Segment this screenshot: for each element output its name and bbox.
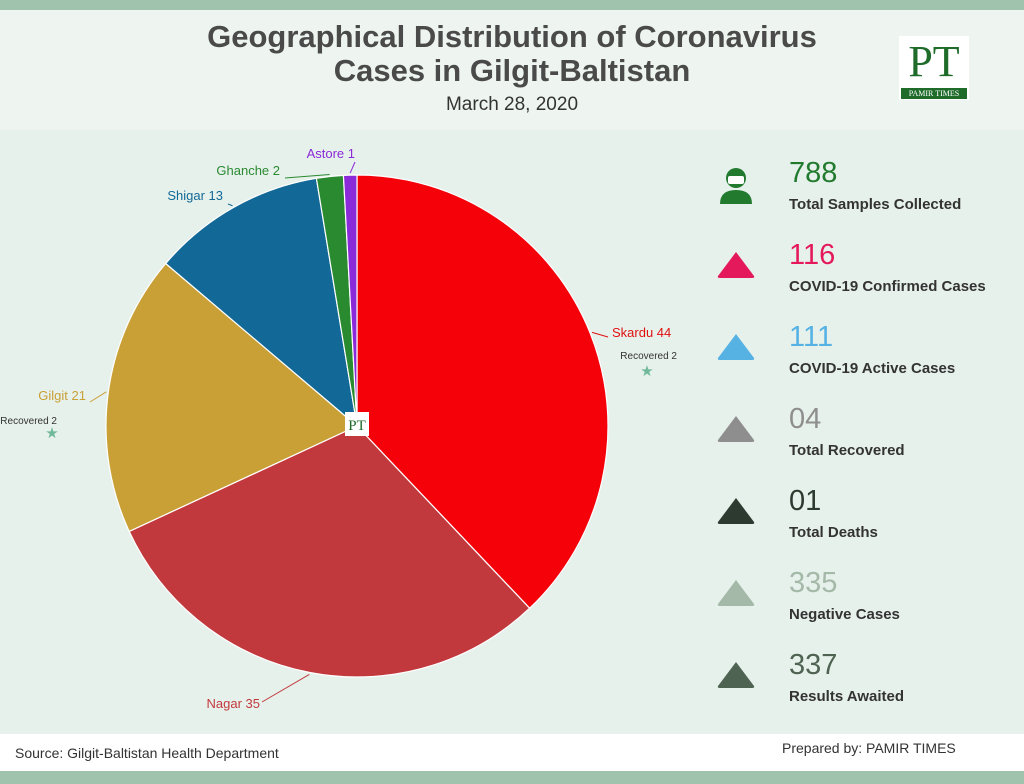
title-line-2: Cases in Gilgit-Baltistan	[333, 53, 691, 88]
stat-value: 04	[789, 403, 822, 435]
triangle-icon	[717, 252, 755, 278]
leader-line	[89, 391, 107, 403]
title-line-1: Geographical Distribution of Coronavirus	[207, 19, 817, 54]
stat-label: Negative Cases	[789, 606, 900, 623]
logo-brand: PAMIR TIMES	[901, 88, 967, 99]
star-icon: ★	[45, 424, 58, 442]
slice-label: Nagar 35	[207, 696, 260, 711]
triangle-icon	[717, 498, 755, 524]
stat-value: 111	[789, 321, 834, 353]
pie-slice-gilgit	[105, 262, 359, 533]
stat-item: 788 Total Samples Collected	[700, 156, 1020, 234]
stat-item: 337 Results Awaited	[700, 648, 1020, 726]
recovered-note: Recovered 2	[620, 351, 677, 362]
stat-value: 116	[789, 239, 836, 271]
recovered-note: Recovered 2	[0, 416, 57, 427]
prepared-by: Prepared by: PAMIR TIMES	[782, 740, 956, 756]
top-band	[0, 0, 1024, 10]
pie-slice-nagar	[128, 425, 531, 678]
stat-label: Total Samples Collected	[789, 196, 962, 213]
chart-date: March 28, 2020	[445, 94, 579, 115]
stat-value: 788	[789, 157, 838, 189]
leader-line	[284, 173, 330, 179]
stat-item: 111 COVID-19 Active Cases	[700, 320, 1020, 398]
stat-item: 335 Negative Cases	[700, 566, 1020, 644]
leader-line	[227, 203, 233, 207]
pie-slice-shigar	[164, 177, 358, 428]
pie-slice-skardu	[356, 174, 609, 610]
logo-monogram: PT	[908, 37, 960, 86]
center-logo-text: PT	[348, 418, 366, 434]
bottom-band	[0, 771, 1024, 784]
pamir-times-logo: PT PAMIR TIMES	[899, 36, 969, 100]
leader-line	[349, 161, 356, 174]
leader-line	[261, 674, 310, 703]
slice-label: Gilgit 21	[38, 388, 86, 403]
center-logo-bg	[345, 412, 369, 436]
center-logo: PT	[345, 412, 369, 436]
slice-label: Skardu 44	[612, 325, 671, 340]
header	[0, 10, 1024, 130]
stat-value: 335	[789, 567, 838, 599]
footer: Source: Gilgit-Baltistan Health Departme…	[0, 734, 1024, 771]
stat-label: COVID-19 Active Cases	[789, 360, 956, 377]
leader-line	[591, 331, 609, 338]
triangle-icon	[717, 662, 755, 688]
stat-label: Total Deaths	[789, 524, 878, 541]
user-mask-icon	[720, 168, 752, 204]
triangle-icon	[717, 416, 755, 442]
triangle-icon	[717, 580, 755, 606]
triangle-icon	[717, 334, 755, 360]
stat-item: 04 Total Recovered	[700, 402, 1020, 480]
stat-value: 337	[789, 649, 838, 681]
star-icon: ★	[640, 362, 653, 380]
stat-label: COVID-19 Confirmed Cases	[789, 278, 986, 295]
slice-label: Astore 1	[307, 146, 355, 161]
chart-title: Geographical Distribution of Coronavirus…	[0, 20, 1024, 88]
stat-item: 01 Total Deaths	[700, 484, 1020, 562]
slice-label: Ghanche 2	[216, 163, 280, 178]
stat-item: 116 COVID-19 Confirmed Cases	[700, 238, 1020, 316]
stat-label: Results Awaited	[789, 688, 905, 705]
source-note: Source: Gilgit-Baltistan Health Departme…	[15, 745, 279, 761]
stat-value: 01	[789, 485, 822, 517]
stat-label: Total Recovered	[789, 442, 905, 459]
slice-label: Shigar 13	[167, 188, 223, 203]
pie-slice-astore	[342, 174, 358, 427]
